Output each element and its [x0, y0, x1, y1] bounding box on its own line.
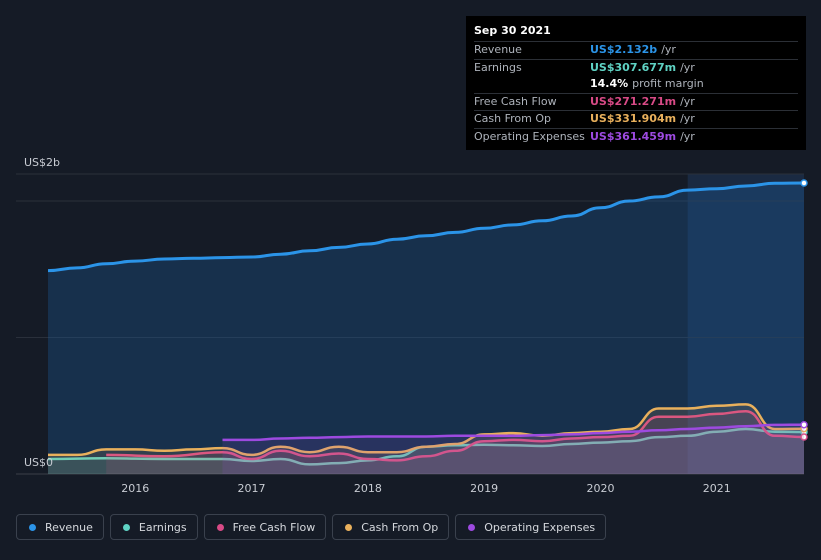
- axis-layer: US$2b US$0 2016 2017 2018 2019 2020 2021: [24, 156, 731, 495]
- y-axis-bottom-label: US$0: [24, 456, 53, 469]
- x-tick-label: 2018: [354, 482, 382, 495]
- series-area-cash-from-op: [48, 404, 804, 474]
- tooltip-unit: /yr: [661, 43, 676, 56]
- tooltip-row-operating-expenses: Operating Expenses US$361.459m /yr: [474, 127, 798, 146]
- tooltip-value: US$271.271m: [590, 94, 677, 108]
- tooltip-value: US$361.459m: [590, 129, 677, 143]
- tooltip-label: Operating Expenses: [474, 129, 585, 143]
- legend-item-operating-expenses[interactable]: Operating Expenses: [455, 514, 607, 540]
- tooltip-label: Free Cash Flow: [474, 94, 557, 108]
- series-area-earnings: [48, 429, 804, 474]
- tooltip-value: 14.4%: [590, 77, 629, 91]
- legend-dot-icon: [29, 523, 36, 531]
- x-tick-label: 2021: [703, 482, 731, 495]
- tooltip-row-profit-margin: 14.4% profit margin: [474, 76, 798, 93]
- tooltip-row-cash-from-op: Cash From Op US$331.904m /yr: [474, 110, 798, 128]
- tooltip-label: [474, 76, 590, 93]
- series-layer: [47, 179, 808, 474]
- legend-label: Free Cash Flow: [232, 520, 316, 534]
- series-area-free-cash-flow: [106, 411, 804, 474]
- tooltip-unit: /yr: [680, 129, 695, 143]
- tooltip-unit: /yr: [680, 112, 695, 126]
- tooltip-value: US$307.677m: [590, 60, 677, 74]
- tooltip-row-revenue: Revenue US$2.132b /yr: [474, 41, 798, 59]
- tooltip-unit: /yr: [680, 60, 695, 74]
- tooltip-label: Cash From Op: [474, 112, 552, 126]
- legend-dot-icon: [122, 523, 130, 531]
- tooltip-label: Revenue: [474, 43, 522, 56]
- legend-dot-icon: [468, 523, 476, 531]
- chart-grid: [16, 173, 804, 475]
- series-line-cash-from-op: [48, 403, 805, 457]
- legend-item-revenue[interactable]: Revenue: [16, 514, 104, 540]
- series-line-revenue: [47, 181, 805, 273]
- legend-item-earnings[interactable]: Earnings: [109, 514, 198, 540]
- legend-dot-icon: [345, 523, 353, 531]
- legend-dot-icon: [216, 523, 224, 531]
- chart-legend: Revenue Earnings Free Cash Flow Cash Fro…: [16, 514, 607, 540]
- tooltip-label: Earnings: [474, 60, 522, 74]
- legend-label: Earnings: [138, 520, 187, 534]
- x-tick-label: 2020: [586, 482, 614, 495]
- tooltip-value: US$331.904m: [590, 112, 677, 126]
- x-tick-label: 2019: [470, 482, 498, 495]
- legend-label: Revenue: [45, 520, 93, 534]
- legend-label: Operating Expenses: [484, 520, 596, 534]
- tooltip-row-free-cash-flow: Free Cash Flow US$271.271m /yr: [474, 92, 798, 111]
- legend-item-free-cash-flow[interactable]: Free Cash Flow: [203, 514, 327, 540]
- tooltip-date: Sep 30 2021: [474, 24, 551, 37]
- x-tick-label: 2017: [238, 482, 266, 495]
- tooltip-value: US$2.132b: [590, 43, 658, 56]
- series-endpoint-operating-expenses: [800, 420, 808, 429]
- legend-item-cash-from-op[interactable]: Cash From Op: [332, 514, 450, 540]
- hover-tooltip: Sep 30 2021 Revenue US$2.132b /yr Earnin…: [466, 16, 806, 150]
- tooltip-row-earnings: Earnings US$307.677m /yr: [474, 58, 798, 77]
- tooltip-unit: profit margin: [632, 77, 704, 91]
- x-tick-label: 2016: [121, 482, 149, 495]
- series-line-operating-expenses: [222, 423, 805, 442]
- series-endpoint-revenue: [800, 179, 808, 187]
- series-line-free-cash-flow: [106, 409, 805, 462]
- tooltip-unit: /yr: [680, 94, 695, 108]
- series-endpoint-free-cash-flow: [800, 433, 808, 441]
- legend-label: Cash From Op: [361, 520, 439, 534]
- series-area-revenue: [48, 183, 804, 474]
- y-axis-top-label: US$2b: [24, 156, 60, 169]
